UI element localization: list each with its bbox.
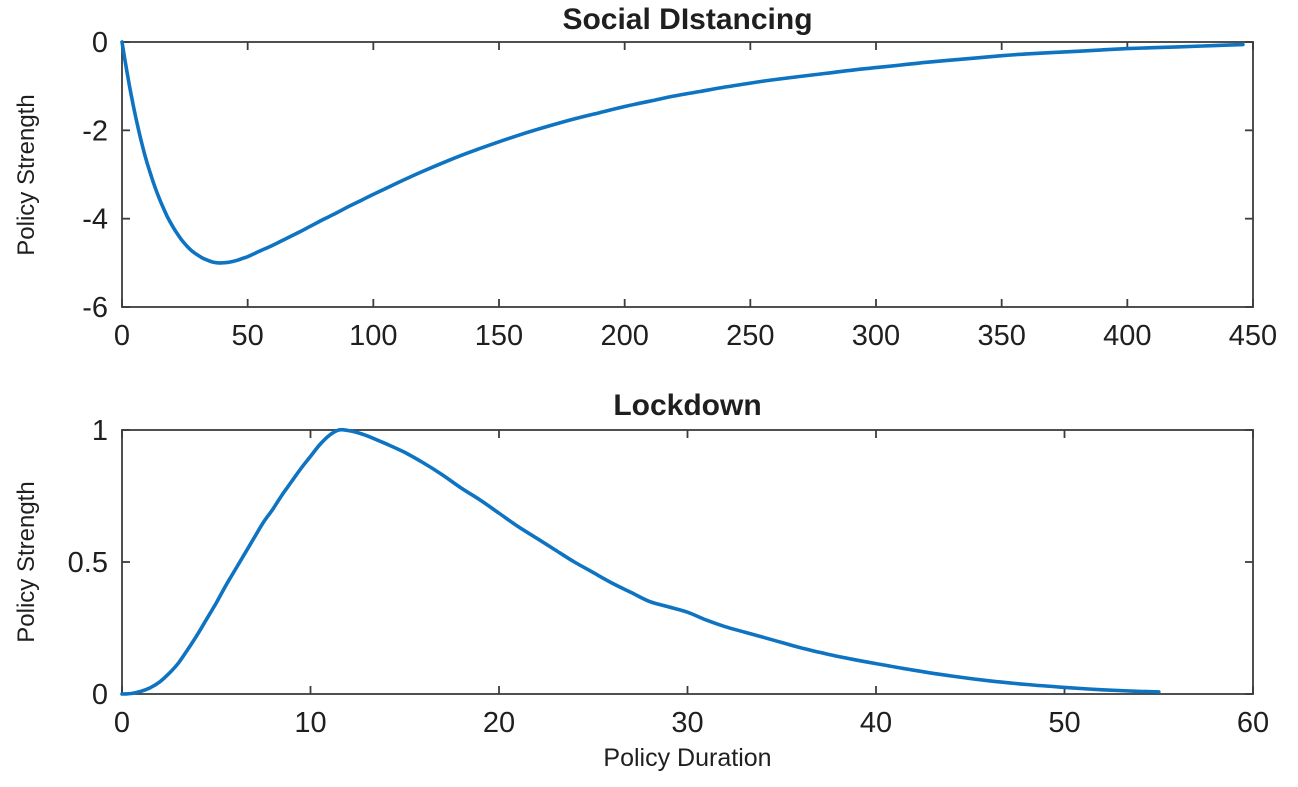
x-tick-label: 0 — [114, 320, 130, 352]
x-tick-label: 0 — [114, 707, 130, 739]
x-tick-label: 200 — [600, 320, 648, 352]
x-tick-label: 350 — [977, 320, 1025, 352]
x-tick-label: 400 — [1103, 320, 1151, 352]
x-tick-label: 50 — [1048, 707, 1080, 739]
x-tick-label: 300 — [852, 320, 900, 352]
x-tick-label: 100 — [349, 320, 397, 352]
x-tick-label: 40 — [860, 707, 892, 739]
y-tick-label: 0 — [92, 679, 108, 711]
x-axis-label: Policy Duration — [603, 744, 772, 772]
social-distancing-curve — [120, 40, 1245, 265]
chart-title-lockdown: Lockdown — [613, 389, 762, 422]
y-tick-label: 0 — [92, 27, 108, 59]
lockdown-curve — [120, 427, 1161, 696]
y-tick-label: -6 — [82, 292, 108, 324]
y-tick-label: -2 — [82, 115, 108, 147]
chart-title-social-distancing: Social DIstancing — [562, 3, 813, 36]
x-tick-label: 60 — [1237, 707, 1269, 739]
y-tick-label: 0.5 — [68, 547, 108, 579]
axes-box — [121, 41, 1254, 308]
y-tick-label: -4 — [82, 204, 108, 236]
x-tick-label: 20 — [483, 707, 515, 739]
x-tick-label: 30 — [671, 707, 703, 739]
x-tick-label: 50 — [232, 320, 264, 352]
x-tick-label: 10 — [294, 707, 326, 739]
y-tick-label: 1 — [92, 415, 108, 447]
axes-box — [121, 429, 1254, 695]
x-tick-label: 150 — [475, 320, 523, 352]
x-tick-label: 450 — [1229, 320, 1277, 352]
x-tick-label: 250 — [726, 320, 774, 352]
